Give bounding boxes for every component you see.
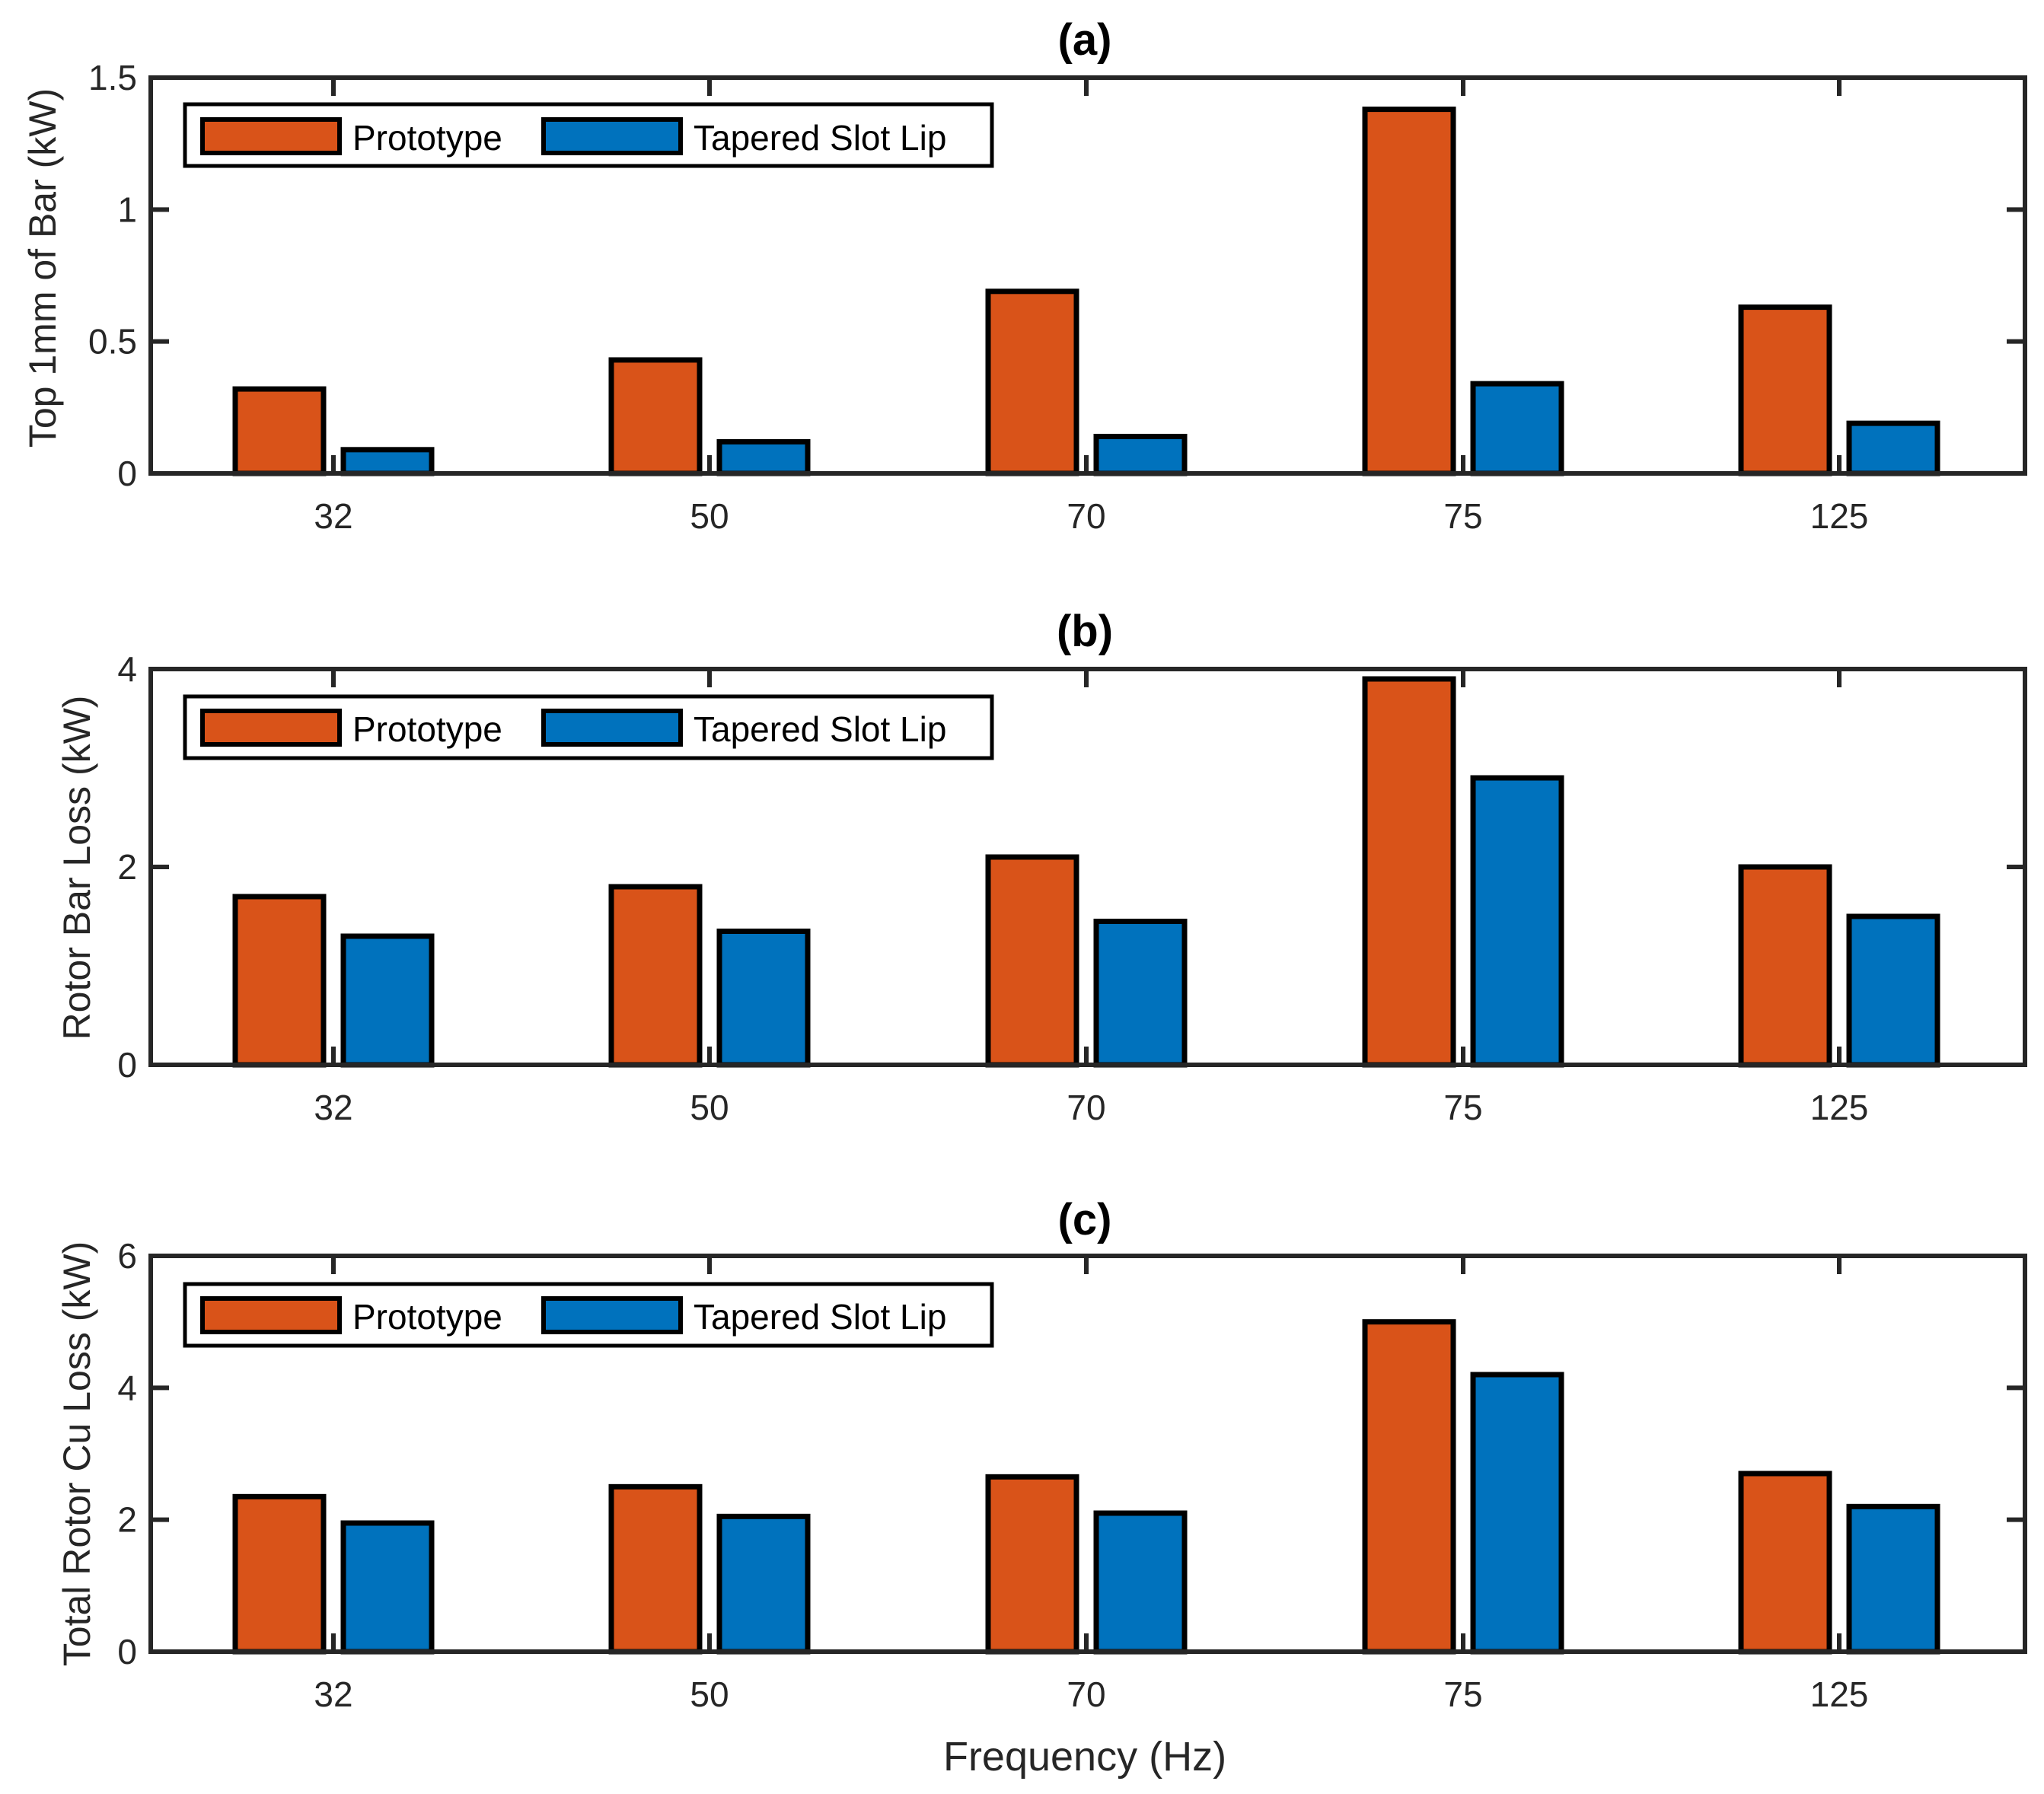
x-tick-label-50: 50	[690, 1088, 729, 1127]
bar-tapered-slot-lip-75	[1470, 381, 1564, 476]
legend-swatch-tapered-slot-lip	[541, 117, 683, 155]
bar-prototype-50	[608, 1483, 703, 1655]
bar-tapered-slot-lip-75	[1470, 1372, 1564, 1655]
y-axis-label: Total Rotor Cu Loss (kW)	[56, 1241, 98, 1666]
legend: Prototype Tapered Slot Lip	[183, 1282, 994, 1348]
bars	[232, 1319, 1940, 1655]
y-tick-label: 1.5	[88, 58, 137, 97]
y-tick-label: 0.5	[88, 322, 137, 362]
bar-prototype-125	[1738, 864, 1832, 1068]
bar-prototype-70	[985, 854, 1079, 1068]
bar-prototype-125	[1738, 304, 1832, 476]
legend-label-tapered-slot-lip: Tapered Slot Lip	[694, 709, 946, 749]
bar-tapered-slot-lip-70	[1093, 1510, 1188, 1655]
x-tick-label-75: 75	[1443, 1675, 1482, 1714]
bar-tapered-slot-lip-32	[340, 933, 435, 1068]
y-tick-label: 2	[117, 1500, 137, 1540]
x-tick-label-70: 70	[1067, 496, 1105, 536]
legend-label-prototype: Prototype	[352, 118, 502, 158]
bar-prototype-32	[232, 1493, 327, 1655]
panel-title: (a)	[1058, 15, 1112, 65]
x-tick-label-125: 125	[1810, 1675, 1869, 1714]
axes	[148, 667, 2027, 1067]
x-tick-label-50: 50	[690, 1675, 729, 1714]
bar-prototype-70	[985, 1474, 1079, 1655]
bar-prototype-32	[232, 894, 327, 1068]
y-tick-labels: 0 2 4 6	[117, 1236, 137, 1671]
x-tick-labels: 32 50 70 75 125	[314, 1675, 1868, 1714]
x-tick-label-75: 75	[1443, 496, 1482, 536]
legend-swatch-prototype	[200, 709, 342, 747]
axes	[148, 75, 2027, 476]
y-tick-label: 6	[117, 1236, 137, 1276]
panel-title: (c)	[1058, 1195, 1112, 1244]
legend-swatch-tapered-slot-lip	[541, 1296, 683, 1334]
legend-label-prototype: Prototype	[352, 1297, 502, 1337]
bar-prototype-32	[232, 386, 327, 476]
axes	[148, 1254, 2027, 1654]
bars	[232, 676, 1940, 1068]
x-tick-label-50: 50	[690, 496, 729, 536]
y-tick-labels: 0 0.5 1 1.5	[88, 58, 137, 493]
legend-label-tapered-slot-lip: Tapered Slot Lip	[694, 118, 946, 158]
bar-prototype-125	[1738, 1471, 1832, 1655]
bar-tapered-slot-lip-32	[340, 447, 435, 476]
x-axis-label: Frequency (Hz)	[943, 1734, 1226, 1780]
y-tick-label: 0	[117, 454, 137, 493]
x-tick-labels: 32 50 70 75 125	[314, 1088, 1868, 1127]
x-tick-label-70: 70	[1067, 1675, 1105, 1714]
y-tick-label: 0	[117, 1045, 137, 1085]
legend-label-tapered-slot-lip: Tapered Slot Lip	[694, 1297, 946, 1337]
y-tick-label: 0	[117, 1632, 137, 1671]
legend: Prototype Tapered Slot Lip	[183, 694, 994, 760]
x-tick-label-32: 32	[314, 1088, 352, 1127]
bar-prototype-70	[985, 288, 1079, 476]
bar-prototype-75	[1362, 676, 1456, 1068]
bar-prototype-50	[608, 357, 703, 476]
y-tick-label: 2	[117, 847, 137, 887]
bar-tapered-slot-lip-125	[1846, 1503, 1940, 1655]
y-axis-label: Top 1mm of Bar (kW)	[21, 88, 64, 448]
y-tick-label: 4	[117, 649, 137, 689]
y-tick-label: 4	[117, 1368, 137, 1407]
panel-c: (c) Total Rotor Cu Loss (kW) 0 2 4 6 32 50 70…	[56, 1195, 2027, 1780]
legend-swatch-prototype	[200, 117, 342, 155]
bar-tapered-slot-lip-50	[716, 1513, 811, 1655]
bar-tapered-slot-lip-125	[1846, 913, 1940, 1068]
legend-swatch-prototype	[200, 1296, 342, 1334]
y-axis-label: Rotor Bar Loss (kW)	[56, 696, 98, 1040]
bar-tapered-slot-lip-70	[1093, 433, 1188, 476]
panel-title: (b)	[1057, 607, 1113, 656]
x-tick-label-32: 32	[314, 496, 352, 536]
legend-swatch-tapered-slot-lip	[541, 709, 683, 747]
bar-prototype-75	[1362, 1319, 1456, 1655]
bar-tapered-slot-lip-50	[716, 929, 811, 1068]
y-tick-label: 1	[117, 190, 137, 229]
x-tick-label-125: 125	[1810, 1088, 1869, 1127]
legend: Prototype Tapered Slot Lip	[183, 102, 994, 168]
x-tick-label-70: 70	[1067, 1088, 1105, 1127]
bar-prototype-75	[1362, 107, 1456, 476]
legend-label-prototype: Prototype	[352, 709, 502, 749]
bar-tapered-slot-lip-50	[716, 438, 811, 476]
panel-a: (a) Top 1mm of Bar (kW) 0 0.5 1 1.5 32 50 70 7…	[21, 15, 2027, 536]
x-tick-label-75: 75	[1443, 1088, 1482, 1127]
bar-tapered-slot-lip-125	[1846, 420, 1940, 476]
bar-prototype-50	[608, 884, 703, 1068]
x-tick-labels: 32 50 70 75 125	[314, 496, 1868, 536]
y-tick-labels: 0 2 4	[117, 649, 137, 1085]
panel-b: (b) Rotor Bar Loss (kW) 024 32 50 70 75 125 …	[56, 607, 2027, 1127]
bar-tapered-slot-lip-70	[1093, 919, 1188, 1068]
bar-tapered-slot-lip-75	[1470, 775, 1564, 1068]
x-tick-label-32: 32	[314, 1675, 352, 1714]
bar-tapered-slot-lip-32	[340, 1520, 435, 1655]
x-tick-label-125: 125	[1810, 496, 1869, 536]
